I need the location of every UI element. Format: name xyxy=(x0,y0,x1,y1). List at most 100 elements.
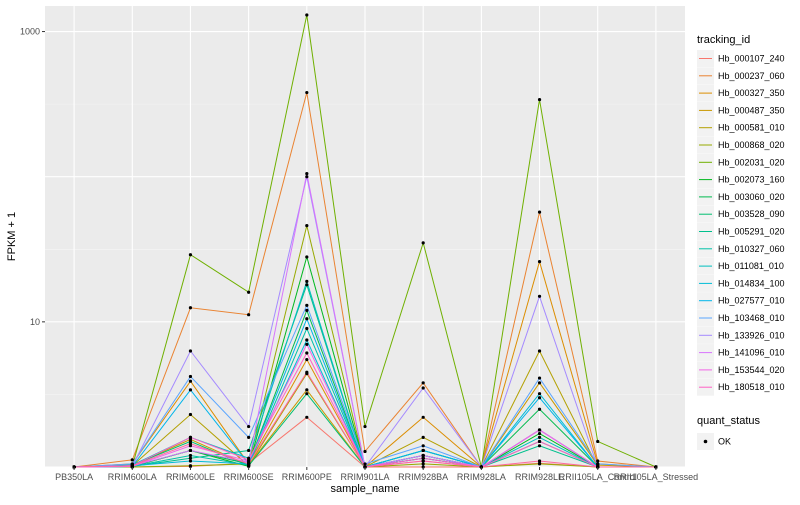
data-point xyxy=(247,424,251,429)
data-point xyxy=(188,306,193,310)
data-point xyxy=(247,462,251,466)
data-point xyxy=(421,456,425,460)
data-point xyxy=(537,260,542,264)
data-point xyxy=(537,462,542,466)
x-tick-label: PB350LA xyxy=(55,472,93,482)
data-point xyxy=(305,255,309,259)
data-point xyxy=(188,456,193,460)
legend-item-label: Hb_000327_350 xyxy=(718,88,785,98)
legend-item-label: Hb_133926_010 xyxy=(718,330,785,340)
data-point xyxy=(188,435,193,439)
legend-item-label: Hb_002031_020 xyxy=(718,157,785,167)
legend-item-label: Hb_000107_240 xyxy=(718,54,785,64)
data-point xyxy=(247,435,251,439)
data-point xyxy=(421,459,425,463)
legend-status-title: quant_status xyxy=(697,415,760,427)
data-point xyxy=(363,424,367,429)
y-tick-label: 1000 xyxy=(20,27,40,37)
data-point xyxy=(247,290,251,294)
data-point xyxy=(188,253,193,257)
legend-item-label: Hb_005291_020 xyxy=(718,227,785,237)
data-point xyxy=(305,326,309,331)
data-point xyxy=(596,459,600,463)
x-tick-label: RRIM928LE xyxy=(515,472,564,482)
legend-item-label: Hb_014834_100 xyxy=(718,278,785,288)
legend-status-point xyxy=(703,439,708,444)
x-tick-label: RRIM600SE xyxy=(224,472,274,482)
data-point xyxy=(305,392,309,396)
data-point xyxy=(421,386,425,390)
data-point xyxy=(188,448,193,453)
data-point xyxy=(130,458,134,462)
legend-item-label: Hb_027577_010 xyxy=(718,296,785,306)
data-point xyxy=(421,444,425,448)
legend-item-label: Hb_153544_020 xyxy=(718,365,785,375)
data-point xyxy=(537,294,542,298)
x-tick-label: RRIM600PE xyxy=(282,472,332,482)
data-point xyxy=(305,90,309,95)
data-point xyxy=(421,381,425,385)
legend-item-label: Hb_000237_060 xyxy=(718,71,785,81)
data-point xyxy=(537,381,542,385)
legend-item-label: Hb_103468_010 xyxy=(718,313,785,323)
data-point xyxy=(188,464,193,468)
data-point xyxy=(596,439,600,444)
data-point xyxy=(305,357,309,362)
data-point xyxy=(537,444,542,448)
legend-item-label: Hb_011081_010 xyxy=(718,261,784,271)
data-point xyxy=(188,379,193,383)
legend-item-label: Hb_003060_020 xyxy=(718,192,785,202)
data-point xyxy=(305,342,309,346)
data-point xyxy=(421,453,425,458)
data-point xyxy=(188,412,193,417)
data-point xyxy=(421,415,425,419)
x-tick-label: RRII105LA_Stressed xyxy=(614,472,699,482)
data-point xyxy=(421,448,425,453)
data-point xyxy=(305,370,309,374)
legend-item-label: Hb_000487_350 xyxy=(718,105,785,115)
data-point xyxy=(305,317,309,321)
data-point xyxy=(305,172,309,176)
data-point xyxy=(537,376,542,380)
data-point xyxy=(537,349,542,353)
data-point xyxy=(421,462,425,466)
data-point xyxy=(537,428,542,432)
data-point xyxy=(188,349,193,353)
legend-status-label: OK xyxy=(718,437,731,447)
data-point xyxy=(305,13,309,17)
legend-item-label: Hb_002073_160 xyxy=(718,175,785,185)
data-point xyxy=(537,439,542,444)
data-point xyxy=(247,458,251,462)
data-point xyxy=(363,449,367,454)
data-point xyxy=(247,313,251,317)
x-tick-label: RRIM901LA xyxy=(340,472,389,482)
legend-item-label: Hb_003528_090 xyxy=(718,209,785,219)
legend-item-label: Hb_000868_020 xyxy=(718,140,785,150)
data-point xyxy=(537,396,542,400)
legend-title: tracking_id xyxy=(697,34,750,46)
data-point xyxy=(305,279,309,283)
legend-item-label: Hb_180518_010 xyxy=(718,382,785,392)
data-point xyxy=(188,459,193,463)
x-tick-label: RRII105LA_Control xyxy=(559,472,637,482)
data-point xyxy=(247,448,251,453)
data-point xyxy=(130,464,134,468)
data-point xyxy=(305,175,309,179)
data-point xyxy=(537,210,542,214)
data-point xyxy=(188,444,193,448)
data-point xyxy=(596,462,600,466)
legend-item-label: Hb_010327_060 xyxy=(718,244,785,254)
data-point xyxy=(421,241,425,245)
data-point xyxy=(305,303,309,307)
data-point xyxy=(537,431,542,436)
data-point xyxy=(305,351,309,355)
x-tick-label: RRIM928LA xyxy=(457,472,506,482)
legend-item-label: Hb_141096_010 xyxy=(718,348,785,358)
y-tick-label: 10 xyxy=(30,317,40,327)
data-point xyxy=(363,462,367,466)
x-tick-label: RRIM600LE xyxy=(166,472,215,482)
data-point xyxy=(305,415,309,419)
x-tick-label: RRIM928BA xyxy=(398,472,448,482)
legend-item-label: Hb_000581_010 xyxy=(718,123,785,133)
